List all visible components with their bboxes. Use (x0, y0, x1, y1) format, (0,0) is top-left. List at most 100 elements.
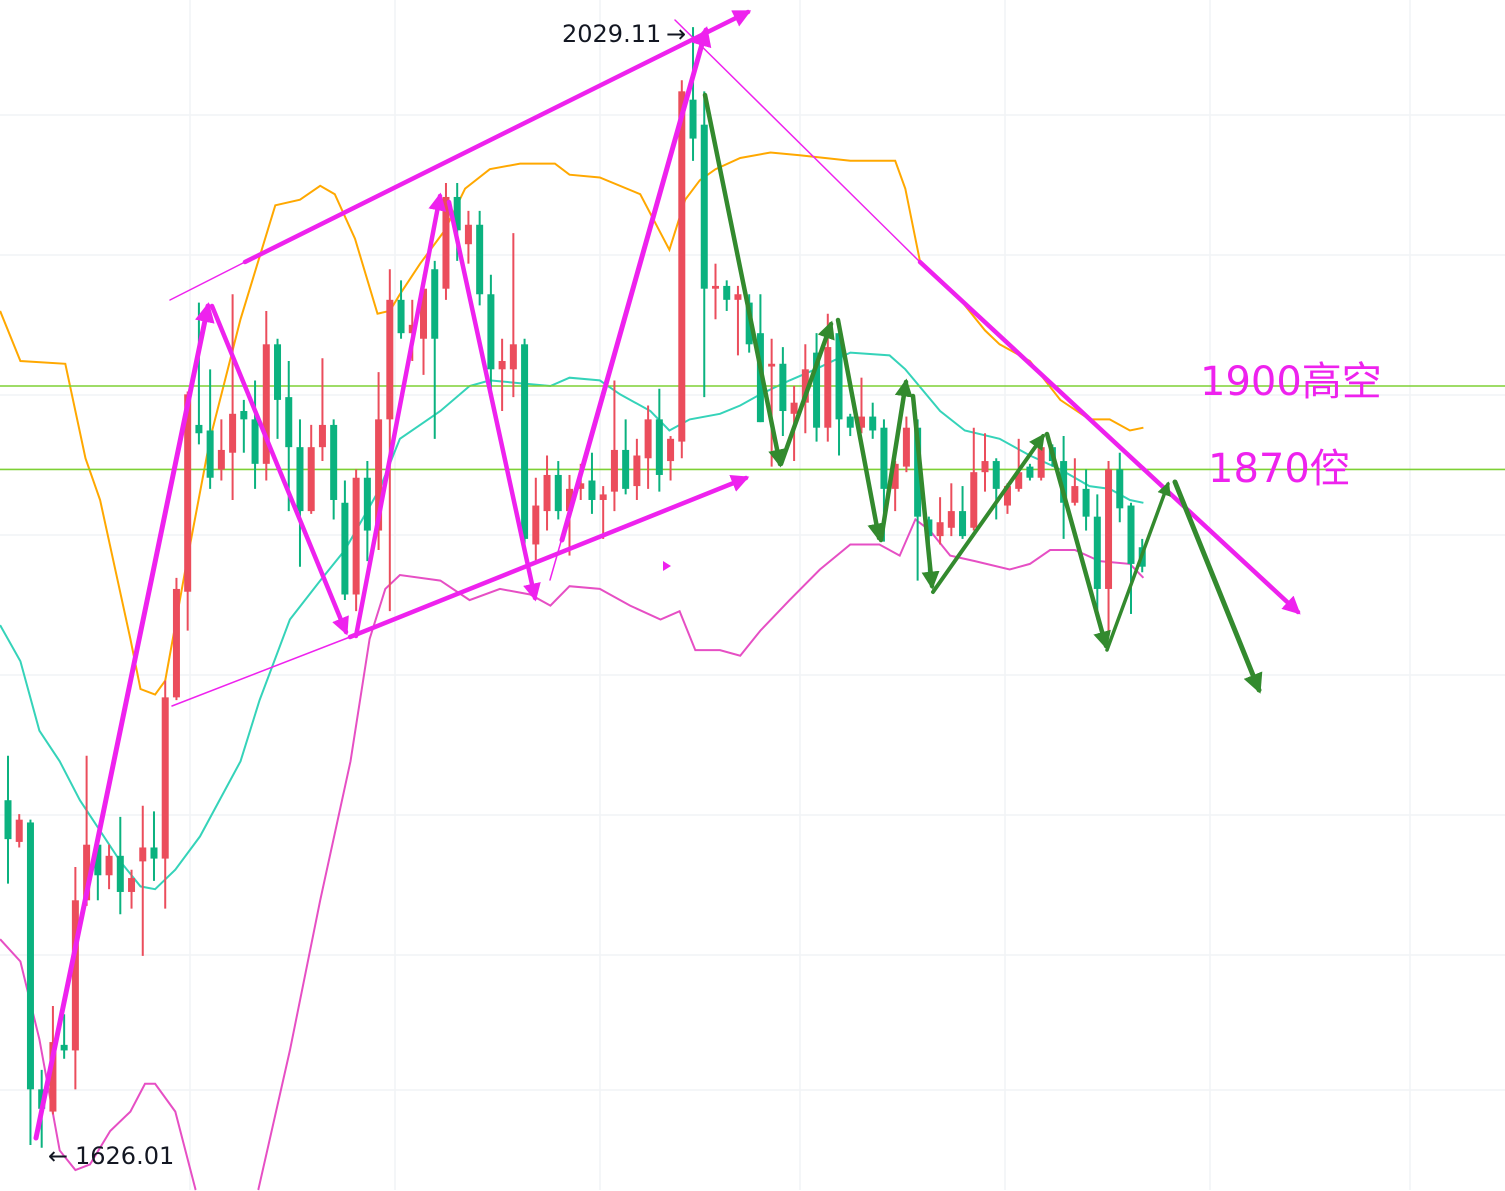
candle-body (532, 505, 540, 545)
candle-down (813, 333, 821, 442)
candle-down (655, 388, 663, 492)
candle-body (453, 196, 461, 231)
candle-up (352, 469, 360, 612)
candle-down (330, 419, 338, 520)
candle-up (318, 358, 326, 462)
candle-body (655, 419, 663, 475)
candle-body (689, 99, 697, 139)
candle-up (1071, 458, 1079, 506)
candle-up (644, 405, 652, 489)
arrow-right-icon: → (666, 20, 686, 48)
candle-down (622, 419, 630, 495)
candle-body (476, 224, 484, 295)
lower-band-line (257, 517, 1145, 1191)
candle-down (1116, 452, 1124, 523)
candle-up (532, 477, 540, 562)
candle-up (678, 80, 686, 459)
candle-down (723, 280, 731, 311)
candles (4, 27, 1146, 1148)
upper-channel-line (169, 261, 246, 301)
candle-up (139, 805, 147, 956)
downtrend-arrow (917, 259, 1301, 615)
candle-up (172, 577, 180, 701)
candle-body (1116, 469, 1124, 509)
candle-body (94, 844, 102, 876)
candle-up (981, 433, 989, 492)
candle-up (734, 285, 742, 356)
candle-up (1105, 461, 1113, 637)
candle-body (521, 344, 529, 539)
candle-down (779, 347, 787, 437)
candle-up (543, 455, 551, 531)
candle-body (588, 480, 596, 500)
candle-body (1015, 472, 1023, 489)
candle-up (633, 438, 641, 500)
candle-up (1015, 438, 1023, 492)
candle-up (83, 755, 91, 906)
wave-down-arrow (702, 92, 786, 468)
candle-up (610, 380, 618, 512)
wave-up-arrow (878, 378, 913, 543)
candle-down (487, 274, 495, 389)
candle-body (1026, 466, 1034, 478)
candle-body (229, 413, 237, 453)
arrow-left-icon: ← (48, 1142, 68, 1170)
candle-down (1026, 463, 1034, 481)
candle-body (959, 511, 967, 537)
candle-body (622, 449, 630, 489)
candle-up (891, 461, 899, 512)
candle-up (1037, 441, 1045, 481)
candle-body (285, 397, 293, 448)
wave-down-arrow (1044, 431, 1111, 650)
candle-body (397, 299, 405, 334)
candle-body (363, 477, 371, 531)
swing-down-arrow (209, 303, 349, 636)
candle-up (947, 483, 955, 537)
candle-down (554, 461, 562, 520)
candle-down (363, 461, 371, 562)
candle-up (262, 310, 270, 481)
candle-body (172, 588, 180, 698)
swing-up-arrow (33, 302, 215, 1141)
candle-up (711, 263, 719, 320)
candle-body (970, 472, 978, 528)
candle-body (711, 285, 719, 289)
candle-body (633, 455, 641, 487)
candle-up (768, 338, 776, 467)
middle-band-line (0, 351, 1144, 891)
candle-down (397, 280, 405, 339)
candle-up (902, 416, 910, 473)
small-triangle-marker (663, 561, 671, 571)
candle-body (49, 1042, 57, 1112)
candle-down (835, 333, 843, 456)
low-price-label: ← 1626.01 (48, 1142, 174, 1170)
candle-body (206, 430, 214, 478)
candle-down (94, 841, 102, 901)
candle-body (768, 363, 776, 367)
candle-body (296, 447, 304, 512)
candle-up (509, 233, 517, 398)
upper-channel-arrow (242, 9, 752, 265)
lower-band-line (0, 938, 197, 1191)
candle-body (779, 363, 787, 412)
wave-up-arrow (778, 320, 835, 467)
level-lines (0, 385, 1505, 471)
candle-body (274, 344, 282, 400)
candle-body (1003, 486, 1011, 506)
candle-up (71, 866, 79, 1090)
candle-body (678, 91, 686, 442)
candle-body (981, 461, 989, 473)
candle-body (161, 697, 169, 859)
candle-body (251, 419, 259, 464)
candle-up (667, 436, 675, 481)
candle-body (599, 494, 607, 500)
candle-body (464, 224, 472, 245)
candle-down (700, 91, 708, 398)
candle-body (880, 427, 888, 489)
candle-body (408, 324, 416, 334)
candle-body (307, 447, 315, 512)
candle-up (217, 419, 225, 481)
candle-up (464, 210, 472, 264)
candle-body (577, 483, 585, 489)
candle-down (274, 338, 282, 439)
